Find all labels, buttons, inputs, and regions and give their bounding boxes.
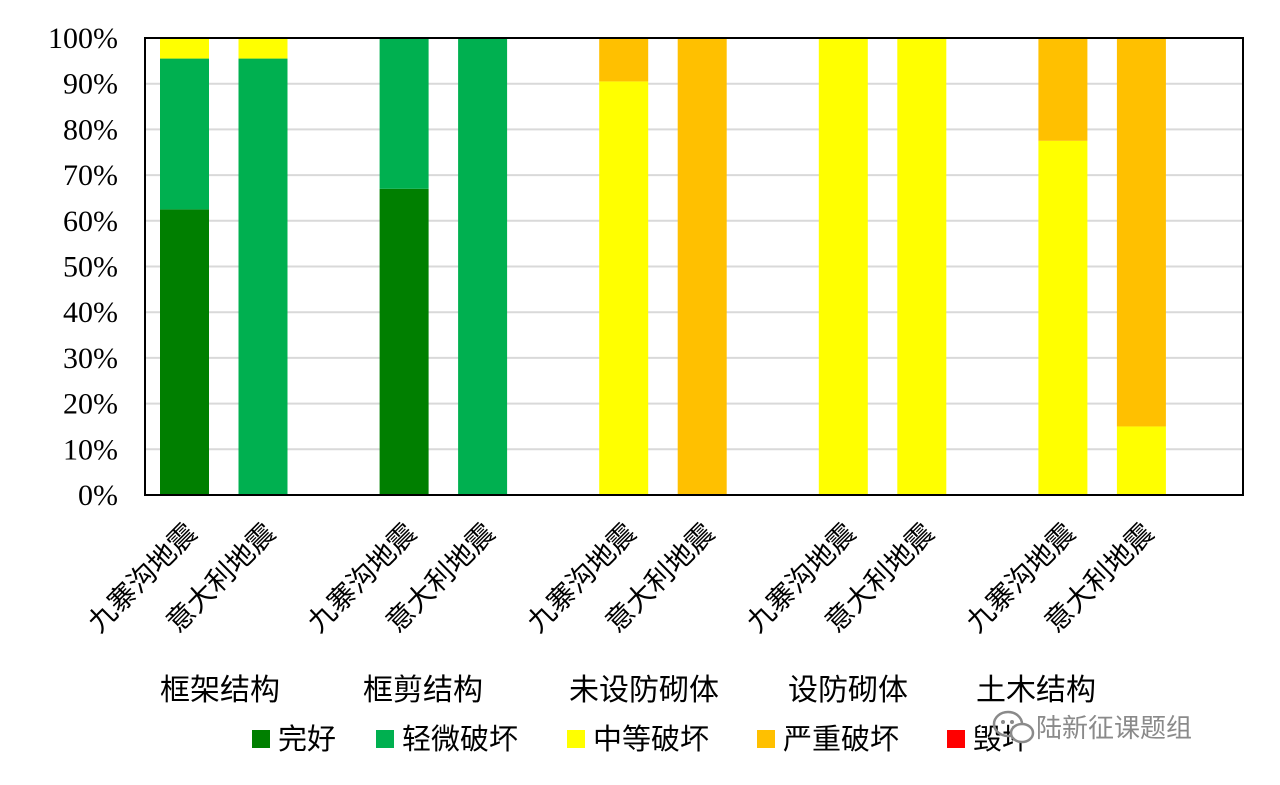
group-label: 框剪结构 [363, 673, 483, 708]
legend-label: 完好 [278, 722, 336, 756]
group-label: 土木结构 [976, 673, 1096, 708]
bar-segment [818, 38, 868, 495]
bar-segment [238, 58, 288, 495]
legend: 完好 轻微破坏 中等破坏 严重破坏 毁坏 [252, 722, 1031, 756]
y-axis-tick-labels: 0% 10% 20% 30% 40% 50% 60% 70% 80% 90% 100% [48, 22, 118, 512]
bar-segment [1116, 38, 1166, 427]
bars [160, 38, 1166, 495]
y-tick-label: 0% [78, 479, 118, 512]
group-label: 框架结构 [160, 673, 280, 708]
legend-label: 严重破坏 [783, 722, 899, 756]
bar-segment [160, 38, 209, 59]
bar-segment [1038, 38, 1088, 141]
y-tick-label: 40% [63, 296, 118, 329]
legend-swatch [252, 730, 270, 748]
legend-label: 中等破坏 [593, 722, 709, 756]
bar-segment [458, 38, 508, 495]
bar-segment [599, 81, 649, 495]
bar-segment [238, 38, 288, 59]
y-tick-label: 90% [63, 68, 118, 101]
y-tick-label: 10% [63, 433, 118, 466]
bar-segment [379, 38, 429, 189]
bar-segment [160, 58, 209, 210]
bar-segment [1038, 140, 1088, 495]
plot-area-border [144, 37, 1244, 496]
x-axis-group-labels: 框架结构 框剪结构 未设防砌体 设防砌体 土木结构 [160, 673, 1096, 708]
y-tick-label: 50% [63, 251, 118, 284]
y-tick-label: 80% [63, 113, 118, 146]
bar-segment [160, 209, 209, 495]
bar-segment [897, 38, 947, 495]
group-label: 未设防砌体 [569, 673, 719, 708]
y-tick-label: 30% [63, 342, 118, 375]
wechat-logo-icon [992, 710, 1035, 744]
legend-swatch [947, 730, 965, 748]
y-tick-label: 60% [63, 205, 118, 238]
group-label: 设防砌体 [788, 673, 908, 708]
legend-label: 轻微破坏 [402, 722, 518, 756]
bar-segment [379, 188, 429, 495]
legend-swatch [376, 730, 394, 748]
legend-swatch [757, 730, 775, 748]
watermark-text: 陆新征课题组 [1036, 714, 1192, 744]
legend-swatch [567, 730, 585, 748]
bar-segment [1116, 426, 1166, 495]
y-tick-label: 100% [48, 22, 118, 55]
y-tick-label: 20% [63, 388, 118, 421]
bar-segment [599, 38, 649, 82]
watermark: 陆新征课题组 [992, 710, 1192, 744]
y-tick-label: 70% [63, 159, 118, 192]
bar-segment [677, 38, 727, 495]
